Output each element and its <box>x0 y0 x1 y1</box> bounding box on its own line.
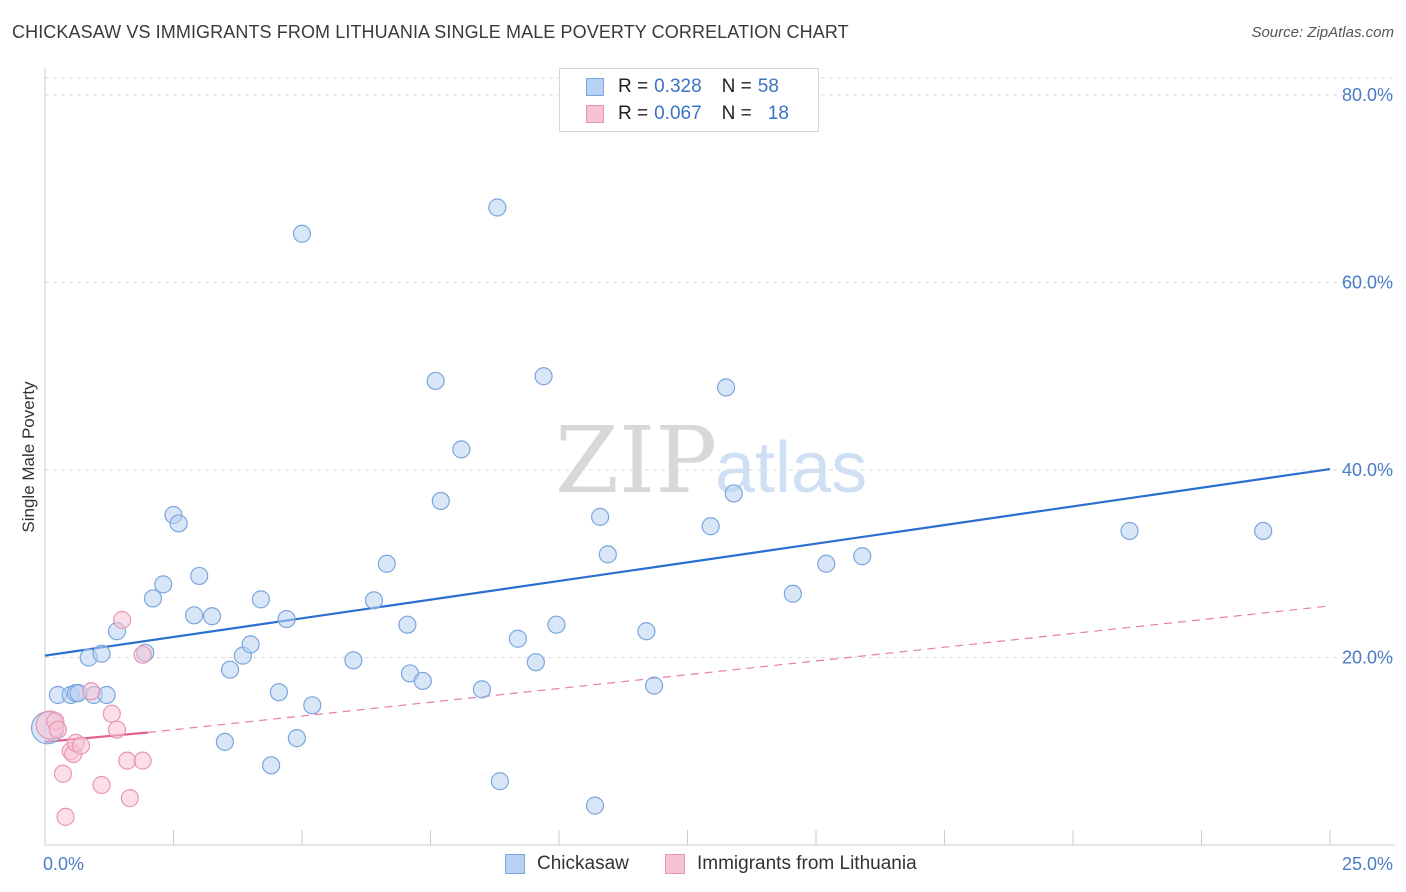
data-point-chickasaw <box>215 732 234 751</box>
legend-r-value: 0.067 <box>654 103 702 124</box>
data-point-chickasaw <box>644 676 664 695</box>
data-point-chickasaw <box>591 507 610 526</box>
data-point-lithuania <box>133 751 152 770</box>
correlation-legend: R = 0.328 N = 58 R = 0.067 N = 18 <box>559 68 819 132</box>
legend-swatch-blue <box>586 78 604 96</box>
data-point-lithuania <box>92 775 111 795</box>
x-tick-label: 25.0% <box>1342 854 1393 874</box>
data-point-chickasaw <box>303 696 322 715</box>
legend-n-label: N = <box>721 76 752 97</box>
data-point-chickasaw <box>426 371 445 391</box>
bottom-legend-swatch-pink <box>665 854 685 874</box>
data-point-chickasaw <box>97 685 116 705</box>
data-point-chickasaw <box>277 609 296 629</box>
data-point-chickasaw <box>508 629 527 648</box>
data-point-lithuania <box>112 610 132 630</box>
trend-line-chickasaw <box>44 467 1331 657</box>
data-point-chickasaw <box>452 440 471 459</box>
legend-n-value: 58 <box>757 76 779 97</box>
legend-row-chickasaw: R = 0.328 N = 58 <box>586 75 779 99</box>
data-point-lithuania <box>102 704 121 723</box>
bottom-legend-chickasaw: Chickasaw <box>505 852 629 876</box>
data-point-chickasaw <box>398 615 417 634</box>
data-point-chickasaw <box>1120 521 1139 541</box>
y-tick-label: 80.0% <box>1342 85 1393 105</box>
data-point-chickasaw <box>251 590 270 609</box>
data-point-chickasaw <box>1254 521 1273 541</box>
data-point-chickasaw <box>154 575 173 594</box>
data-point-chickasaw <box>534 367 553 386</box>
data-point-chickasaw <box>783 584 802 603</box>
data-point-chickasaw <box>241 635 260 654</box>
data-point-chickasaw <box>472 680 491 699</box>
trend-line-lithuania-solid <box>44 731 148 743</box>
data-point-lithuania <box>53 764 73 783</box>
legend-swatch-pink <box>586 105 604 123</box>
data-point-lithuania <box>56 807 75 826</box>
data-point-lithuania <box>48 720 67 739</box>
data-point-lithuania <box>107 720 127 739</box>
data-point-chickasaw <box>431 491 450 511</box>
y-tick-label: 40.0% <box>1342 460 1393 480</box>
data-point-chickasaw <box>92 644 111 663</box>
data-point-chickasaw <box>547 615 566 634</box>
data-point-lithuania <box>133 645 152 664</box>
data-point-chickasaw <box>202 607 222 626</box>
data-point-chickasaw <box>526 653 545 672</box>
data-point-lithuania <box>71 736 91 755</box>
data-point-chickasaw <box>344 651 363 670</box>
bottom-legend-label: Immigrants from Lithuania <box>697 853 917 874</box>
data-point-chickasaw <box>853 547 872 566</box>
data-point-lithuania <box>120 789 139 808</box>
data-point-chickasaw <box>220 660 240 679</box>
data-point-chickasaw <box>184 606 204 625</box>
bottom-legend-label: Chickasaw <box>537 853 629 874</box>
legend-n-label: N = <box>721 103 752 124</box>
legend-r-value: 0.328 <box>654 76 702 97</box>
trend-line-lithuania-dashed <box>147 605 1331 734</box>
data-point-chickasaw <box>637 622 656 641</box>
data-point-chickasaw <box>585 796 605 815</box>
data-point-lithuania <box>118 751 137 770</box>
data-point-chickasaw <box>269 683 288 702</box>
data-point-chickasaw <box>701 517 720 536</box>
data-point-chickasaw <box>598 545 617 564</box>
data-point-chickasaw <box>287 729 306 748</box>
legend-n-value: 18 <box>767 103 789 124</box>
y-tick-label: 20.0% <box>1342 648 1393 668</box>
data-point-chickasaw <box>490 772 509 791</box>
data-point-chickasaw <box>377 554 396 573</box>
legend-row-lithuania: R = 0.067 N = 18 <box>586 102 789 126</box>
source-label: Source: ZipAtlas.com <box>1251 24 1394 41</box>
data-point-chickasaw <box>262 756 281 775</box>
data-point-chickasaw <box>169 514 188 533</box>
data-point-chickasaw <box>413 671 432 691</box>
data-point-chickasaw <box>724 484 743 503</box>
watermark-zip: ZIP <box>555 407 717 514</box>
chart-title: CHICKASAW VS IMMIGRANTS FROM LITHUANIA S… <box>12 22 849 42</box>
bottom-legend-swatch-blue <box>505 854 525 874</box>
data-point-chickasaw <box>716 378 736 397</box>
bottom-legend-lithuania: Immigrants from Lithuania <box>665 852 917 876</box>
y-axis-title: Single Male Poverty <box>19 381 38 533</box>
data-point-chickasaw <box>292 224 312 243</box>
data-point-lithuania <box>82 682 101 701</box>
data-point-chickasaw <box>190 566 209 586</box>
data-point-chickasaw <box>488 198 507 217</box>
legend-r-label: R = <box>618 76 649 97</box>
data-point-chickasaw <box>143 589 163 608</box>
legend-r-label: R = <box>618 103 649 124</box>
y-tick-label: 60.0% <box>1342 273 1393 293</box>
data-point-chickasaw <box>364 591 384 610</box>
data-point-chickasaw <box>817 554 836 573</box>
x-tick-label: 0.0% <box>43 854 84 874</box>
